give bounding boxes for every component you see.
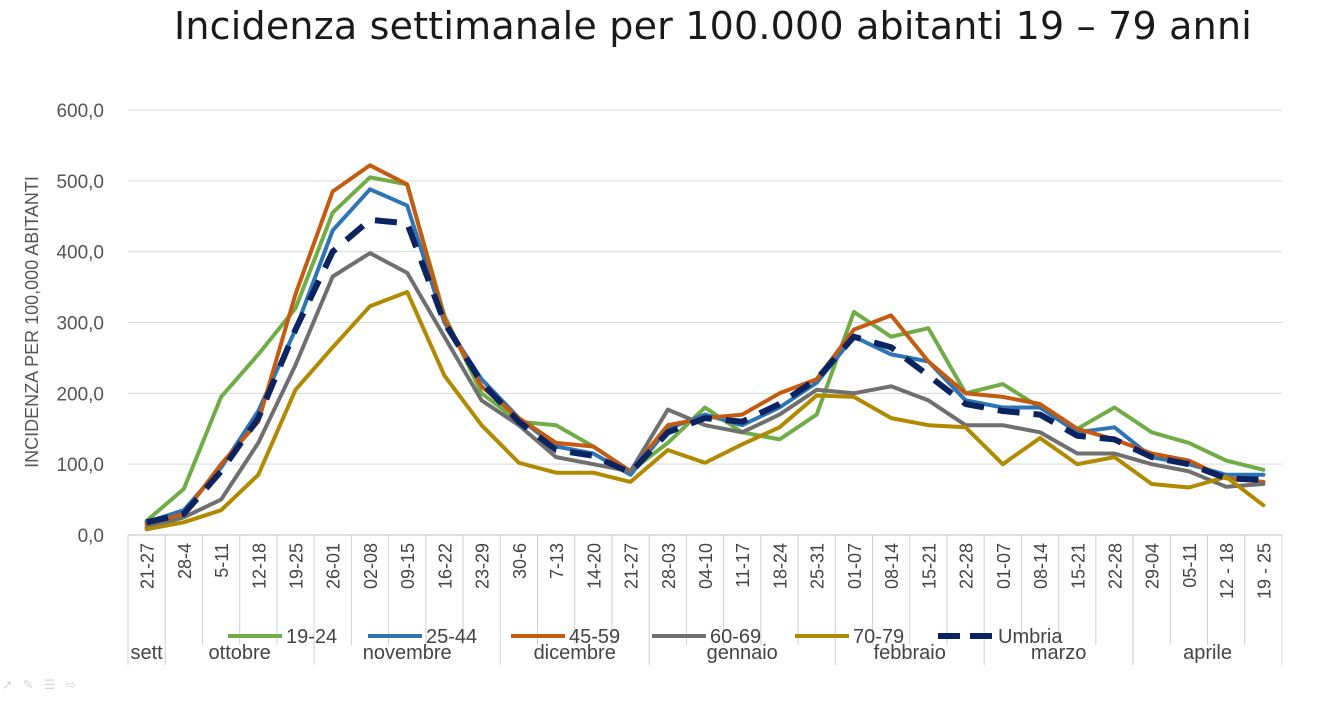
series-line-45-59 xyxy=(144,163,1266,527)
series-line-umbria xyxy=(145,216,1264,526)
y-axis-title: INCIDENZA PER 100,000 ABITANTI xyxy=(22,176,42,468)
chart-title: Incidenza settimanale per 100.000 abitan… xyxy=(173,4,1252,48)
x-tick-label: 08-14 xyxy=(882,543,902,589)
arrow-icon[interactable]: ⇨ xyxy=(65,678,77,693)
x-tick-label: 21-27 xyxy=(622,543,642,589)
y-tick-label: 200,0 xyxy=(56,384,104,405)
x-tick-label: 15-21 xyxy=(919,543,939,589)
x-tick-label: 18-24 xyxy=(770,543,790,589)
x-tick-label: 5-11 xyxy=(212,543,232,578)
month-label: dicembre xyxy=(534,642,616,664)
y-tick-label: 0,0 xyxy=(78,526,104,547)
x-tick-label: 01-07 xyxy=(994,543,1014,589)
x-tick-label: 7-13 xyxy=(547,543,567,579)
x-tick-label: 25-31 xyxy=(808,543,828,589)
x-tick-label: 16-22 xyxy=(435,543,455,589)
x-tick-label: 08-14 xyxy=(1031,543,1051,589)
x-tick-label: 28-03 xyxy=(659,543,679,589)
x-tick-label: 28-4 xyxy=(175,543,195,579)
legend-label: 60-69 xyxy=(710,626,761,648)
series-line-60-69 xyxy=(144,251,1266,530)
x-tick-label: 04-10 xyxy=(696,543,716,589)
x-tick-label: 12-18 xyxy=(249,543,269,589)
series-line-19-24 xyxy=(144,175,1266,523)
x-tick-label: 26-01 xyxy=(324,543,344,589)
x-tick-label: 15-21 xyxy=(1068,543,1088,589)
legend-label: 70-79 xyxy=(853,626,904,648)
x-tick-label: 14-20 xyxy=(584,543,604,589)
legend-layer: 19-24 25-44 45-59 60-69 70-79 Umbria xyxy=(228,626,1063,648)
x-tick-label: 11-17 xyxy=(733,543,753,588)
pointer-icon[interactable]: ➚ xyxy=(2,678,13,693)
month-label: sett xyxy=(130,642,163,664)
legend-label: 45-59 xyxy=(569,626,620,648)
x-tick-label: 12 - 18 xyxy=(1217,543,1237,599)
series-layer xyxy=(144,163,1266,532)
month-label: novembre xyxy=(363,642,452,664)
month-label: gennaio xyxy=(707,642,778,664)
series-line-70-79 xyxy=(144,290,1266,532)
legend-label: 19-24 xyxy=(286,626,337,648)
month-label: ottobre xyxy=(209,642,271,664)
y-tick-label: 600,0 xyxy=(56,101,104,122)
x-tick-label: 02-08 xyxy=(361,543,381,589)
x-tick-label: 19-25 xyxy=(287,543,307,589)
y-tick-label: 300,0 xyxy=(56,314,104,335)
x-tick-label: 21-27 xyxy=(138,543,158,589)
x-tick-label: 09-15 xyxy=(398,543,418,589)
axis-layer: 0,0 100,0 200,0 300,0 400,0 500,0 600,0 INCIDEN… xyxy=(22,101,1283,665)
x-tick-label: 22-28 xyxy=(957,543,977,589)
presenter-toolbar: ➚ ✎ ☰ ⇨ xyxy=(2,678,76,696)
x-tick-label: 19 - 25 xyxy=(1254,543,1274,599)
pen-icon[interactable]: ✎ xyxy=(22,678,34,693)
x-tick-label: 30-6 xyxy=(510,543,530,579)
series-line-25-44 xyxy=(144,187,1266,525)
x-tick-label: 22-28 xyxy=(1105,543,1125,589)
x-tick-label: 29-04 xyxy=(1143,543,1163,589)
legend-label: 25-44 xyxy=(426,626,477,648)
x-tick-label: 05-11 xyxy=(1180,543,1200,588)
menu-icon[interactable]: ☰ xyxy=(43,678,56,693)
y-tick-label: 500,0 xyxy=(56,172,104,193)
legend-label: Umbria xyxy=(998,626,1063,648)
y-tick-label: 400,0 xyxy=(56,243,104,264)
month-label: febbraio xyxy=(874,642,946,664)
x-tick-label: 23-29 xyxy=(473,543,493,589)
month-label: aprile xyxy=(1183,642,1232,664)
x-tick-label: 01-07 xyxy=(845,543,865,589)
y-tick-label: 100,0 xyxy=(56,455,104,476)
month-label: marzo xyxy=(1031,642,1087,664)
